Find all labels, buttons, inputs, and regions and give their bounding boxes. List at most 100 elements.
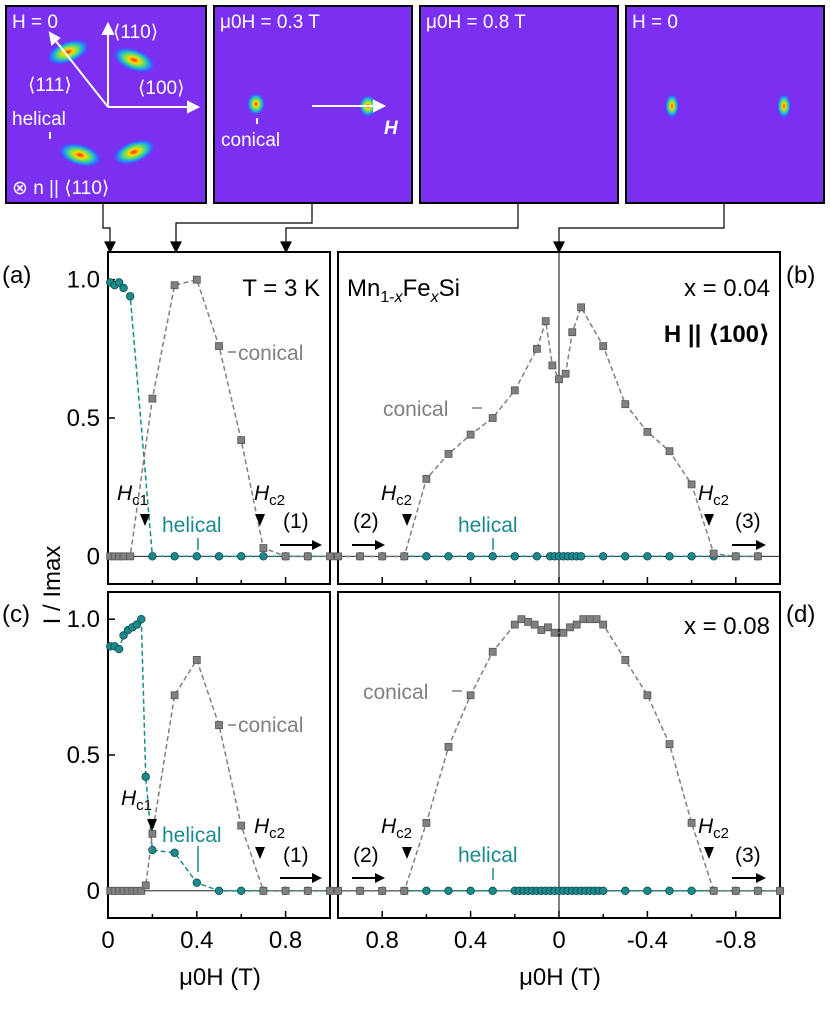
temperature-label: T = 3 K xyxy=(242,275,320,302)
hc2-marker-a xyxy=(255,514,265,526)
conical-point xyxy=(599,342,608,350)
y-axis-label: I / Imax xyxy=(39,546,66,625)
helical-point xyxy=(444,886,453,896)
hc1-marker-a xyxy=(140,514,150,526)
conical-point xyxy=(621,400,630,409)
x-tick-label: 0.4 xyxy=(454,927,487,954)
bragg-spot xyxy=(112,47,156,73)
conical-point xyxy=(137,886,146,895)
step-label-c: (1) xyxy=(283,844,309,867)
conical-point xyxy=(579,615,588,624)
axis-ticks: 0 0.5 1.0 0 0.5 1.0 0 0.4 0.8 0.8 0.4 0 -0.4 -0.8 xyxy=(67,267,781,954)
helical-point xyxy=(119,631,128,640)
detector-panel-1: H = 0 ⟨110⟩ ⟨111⟩ ⟨100⟩ helical ⊗ n || ⟨… xyxy=(5,5,207,204)
detector-title: H = 0 xyxy=(12,12,58,33)
field-arrow xyxy=(256,99,387,124)
hc2-marker-c xyxy=(255,847,265,859)
field-sweep-arrow-c-head xyxy=(312,873,322,883)
hc1-label-a: Hc1 xyxy=(117,482,148,509)
detector-connectors xyxy=(102,203,725,254)
conical-point xyxy=(326,886,334,895)
x-tick-label: -0.8 xyxy=(715,927,756,954)
panel-label-b: (b) xyxy=(786,262,815,289)
material-label: Mn1-xFexSi xyxy=(347,275,460,306)
helical-point xyxy=(170,552,179,561)
step-label-b2: (2) xyxy=(353,510,379,533)
conical-point xyxy=(665,447,674,456)
hc2-label-b-right: Hc2 xyxy=(698,482,729,509)
detector-title: μ0H = 0.8 T xyxy=(426,12,526,33)
hc2-label-c: Hc2 xyxy=(254,815,285,842)
plot-b xyxy=(333,303,780,561)
helical-point xyxy=(510,552,519,561)
helical-point xyxy=(687,552,696,561)
conical-series-line xyxy=(338,618,780,892)
x-tick-label: 0.4 xyxy=(180,927,213,954)
field-sweep-arrow-a-head xyxy=(312,540,322,550)
field-sweep-arrow-d3-head xyxy=(756,873,766,883)
conical-point xyxy=(541,317,550,326)
conical-point xyxy=(754,552,762,561)
step-label-d3: (3) xyxy=(735,844,761,867)
hc2-marker-b-left xyxy=(402,514,412,526)
y-tick-label: 0 xyxy=(87,543,100,570)
panel-label-d: (d) xyxy=(786,601,815,628)
conical-point xyxy=(281,886,290,895)
conical-point xyxy=(533,344,541,353)
helical-point xyxy=(170,848,179,857)
x-tick-label: -0.4 xyxy=(627,927,668,954)
x-axis-label-left: μ0H (T) xyxy=(179,964,261,991)
bragg-spot xyxy=(46,39,90,65)
detector-title: H = 0 xyxy=(632,12,678,33)
field-label: H xyxy=(384,118,399,139)
conical-point xyxy=(378,552,387,561)
conical-point xyxy=(776,886,784,895)
hc2-marker-b-right xyxy=(704,514,714,526)
conical-point xyxy=(550,628,559,637)
conical-point xyxy=(488,414,497,422)
helical-point xyxy=(192,552,201,561)
conical-point xyxy=(334,886,342,895)
field-sweep-arrow-b2-head xyxy=(375,540,385,550)
helical-point xyxy=(643,886,652,896)
conical-point xyxy=(422,819,431,827)
conical-point xyxy=(356,886,365,895)
helical-annotation-b: helical xyxy=(458,514,518,537)
field-sweep-arrow-d2-head xyxy=(375,873,385,883)
conical-point xyxy=(141,881,150,890)
conical-point xyxy=(665,740,674,749)
conical-point xyxy=(643,691,652,700)
direction-label-111: ⟨111⟩ xyxy=(28,75,72,96)
hc2-label-d-right: Hc2 xyxy=(698,815,729,842)
conical-point xyxy=(215,342,223,350)
helical-point xyxy=(214,886,224,896)
conical-point xyxy=(586,615,594,624)
conical-point xyxy=(170,281,179,290)
bragg-spot xyxy=(112,139,156,165)
hc2-label-b-left: Hc2 xyxy=(381,482,412,509)
conical-point xyxy=(561,369,570,378)
conical-point xyxy=(754,886,762,895)
conical-point xyxy=(400,886,409,895)
x-axis-label-right: μ0H (T) xyxy=(519,964,601,991)
helical-point xyxy=(192,878,201,887)
hc1-marker-c xyxy=(147,819,157,831)
helical-annotation-c: helical xyxy=(162,824,222,847)
helical-point xyxy=(665,886,674,896)
conical-point xyxy=(303,886,312,895)
conical-point xyxy=(259,886,268,895)
helical-point xyxy=(444,552,453,561)
helical-point xyxy=(259,552,268,561)
helical-point xyxy=(488,886,497,896)
conical-point xyxy=(731,886,740,895)
conical-point xyxy=(237,821,246,830)
direction-label-100: ⟨100⟩ xyxy=(138,78,185,99)
conical-point xyxy=(592,615,601,624)
plot-frames xyxy=(107,251,781,919)
conical-point xyxy=(709,886,718,895)
conical-point xyxy=(215,721,223,730)
conical-point xyxy=(488,647,497,656)
helical-point xyxy=(599,552,608,561)
conical-point xyxy=(524,617,532,626)
